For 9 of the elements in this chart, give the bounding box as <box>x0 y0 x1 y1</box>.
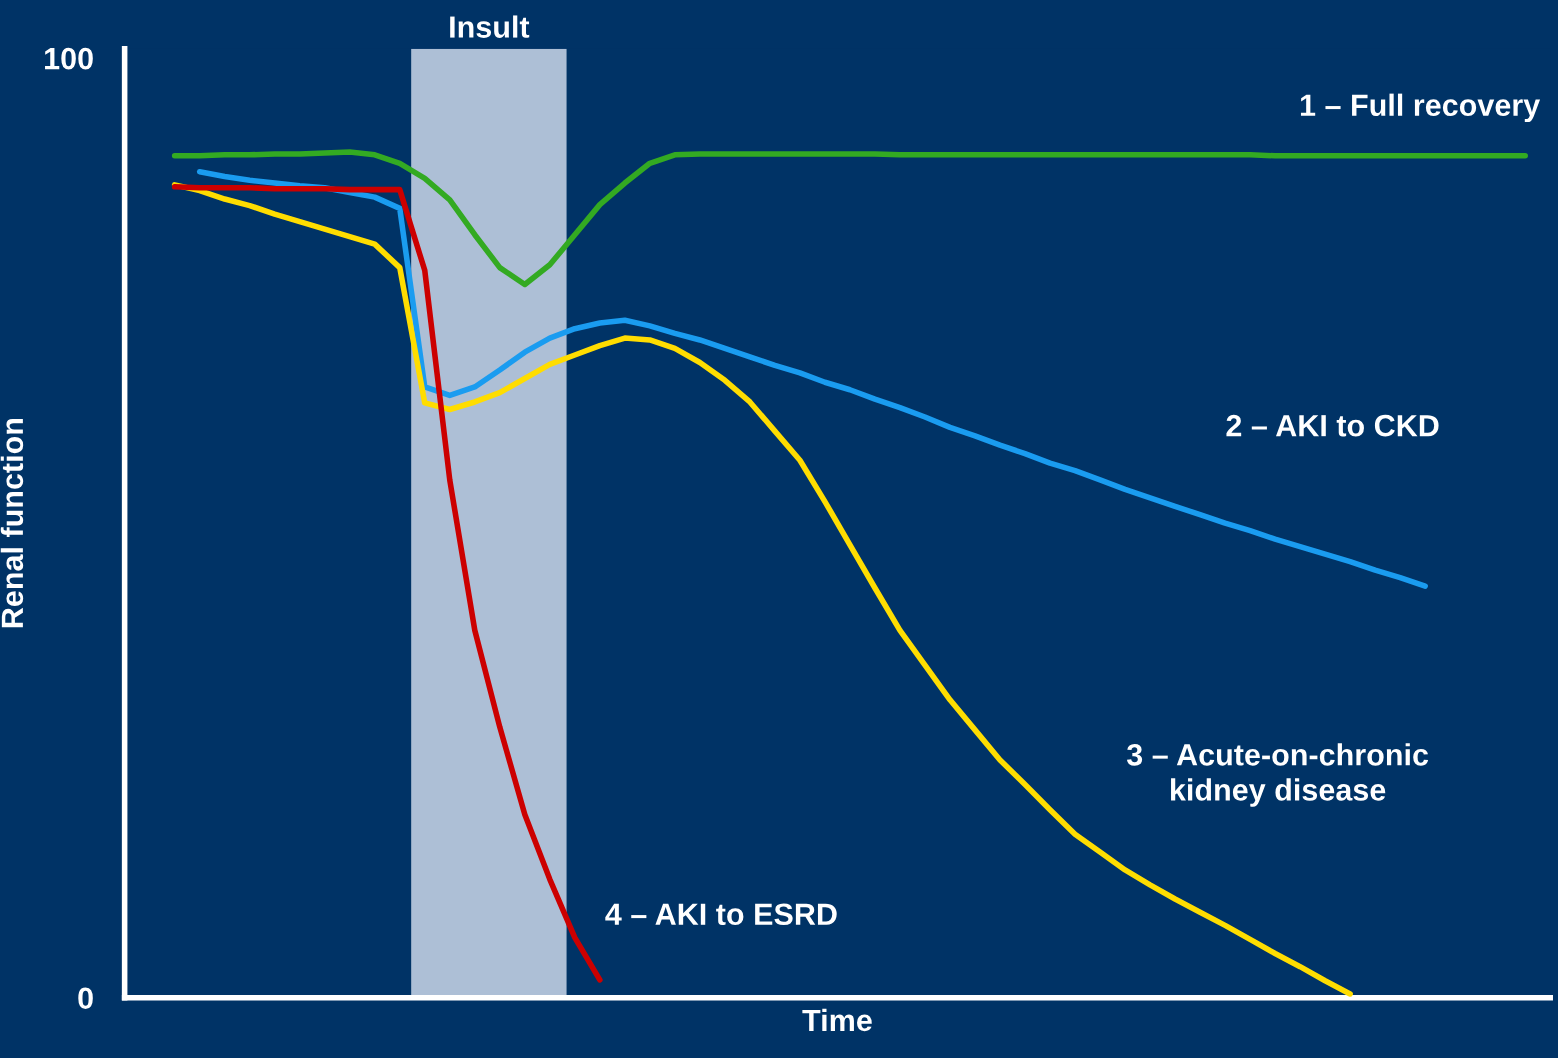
y-tick-label: 100 <box>45 47 93 70</box>
series-label: 4 – AKI to ESRD <box>605 903 837 926</box>
text: 2 – AKI to CKD <box>1226 414 1439 437</box>
text: Insult <box>450 15 530 38</box>
series-label: 3 – Acute-on-chronic kidney disease <box>1126 743 1429 807</box>
y-tick-label: 0 <box>78 987 93 1010</box>
x-axis-title: Time <box>802 1008 872 1032</box>
series-label: 1 – Full recovery <box>1300 93 1541 123</box>
y-axis-title: Renal function <box>0 418 24 628</box>
